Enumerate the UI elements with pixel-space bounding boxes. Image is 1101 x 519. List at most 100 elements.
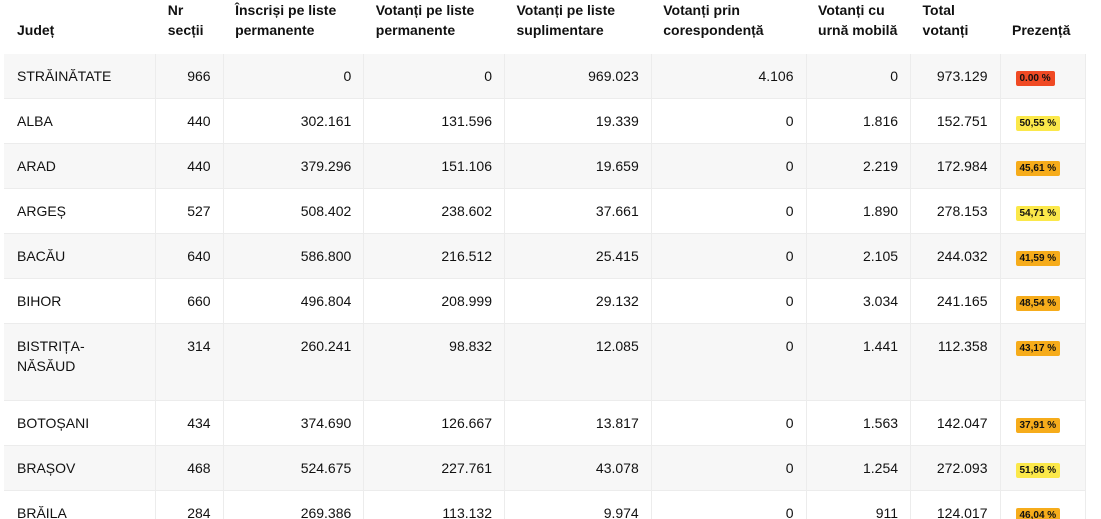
cell-votanti-urna-mobila: 1.563: [806, 400, 912, 446]
table-row[interactable]: BACĂU 640 586.800 216.512 25.415 0 2.105 244.03…: [4, 233, 1086, 279]
cell-inscrisi: 524.675: [223, 445, 365, 491]
turnout-badge: 46,04 %: [1015, 508, 1061, 519]
cell-votanti-corespondenta: 0: [651, 233, 807, 279]
cell-prezenta: 46,04 %: [1000, 490, 1086, 519]
header-judet[interactable]: Județ: [4, 0, 156, 54]
cell-judet: BISTRIȚA- NĂSĂUD: [4, 323, 157, 401]
table-row[interactable]: BISTRIȚA- NĂSĂUD 314 260.241 98.832 12.085 0 1.…: [4, 323, 1086, 401]
header-line: Înscriși pe liste: [235, 2, 337, 18]
cell-nr-sectii: 434: [155, 400, 224, 446]
cell-judet: STRĂINĂTATE: [4, 54, 157, 99]
cell-total-votanti: 973.129: [910, 54, 1001, 99]
cell-nr-sectii: 527: [155, 188, 224, 234]
header-line: Total: [922, 2, 955, 18]
cell-judet: BRAȘOV: [4, 445, 157, 491]
cell-judet: ARGEȘ: [4, 188, 157, 234]
cell-prezenta: 37,91 %: [1000, 400, 1086, 446]
table-row[interactable]: ALBA 440 302.161 131.596 19.339 0 1.816 152.751…: [4, 98, 1086, 144]
header-line: Votanți pe liste: [516, 2, 616, 18]
header-line: Votanți prin: [663, 2, 740, 18]
cell-votanti-suplimentare: 13.817: [504, 400, 652, 446]
cell-votanti-corespondenta: 4.106: [651, 54, 807, 99]
cell-prezenta: 0.00 %: [1000, 54, 1086, 99]
cell-votanti-urna-mobila: 1.890: [806, 188, 912, 234]
cell-judet: BRĂILA: [4, 490, 157, 519]
cell-prezenta: 43,17 %: [1000, 323, 1086, 401]
cell-total-votanti: 152.751: [910, 98, 1001, 144]
header-line: votanți: [922, 22, 969, 38]
cell-votanti-corespondenta: 0: [651, 143, 807, 189]
cell-inscrisi: 260.241: [223, 323, 365, 401]
cell-inscrisi: 508.402: [223, 188, 365, 234]
header-nr-sectii[interactable]: Nr secții: [155, 0, 224, 54]
header-row: Județ Nr secții Înscriși pe liste permanen…: [4, 0, 1086, 54]
cell-judet: ARAD: [4, 143, 157, 189]
table-row[interactable]: ARGEȘ 527 508.402 238.602 37.661 0 1.890 278.15…: [4, 188, 1086, 234]
cell-votanti-urna-mobila: 3.034: [806, 278, 912, 324]
cell-votanti-urna-mobila: 911: [806, 490, 912, 519]
turnout-badge: 48,54 %: [1015, 296, 1061, 311]
header-line: urnă mobilă: [818, 22, 898, 38]
cell-nr-sectii: 468: [155, 445, 224, 491]
header-prezenta[interactable]: Prezență: [1000, 0, 1086, 54]
turnout-badge: 50,55 %: [1015, 116, 1061, 131]
cell-inscrisi: 269.386: [223, 490, 365, 519]
table-row[interactable]: BRAȘOV 468 524.675 227.761 43.078 0 1.254 272.0…: [4, 445, 1086, 491]
cell-votanti-urna-mobila: 1.816: [806, 98, 912, 144]
cell-prezenta: 50,55 %: [1000, 98, 1086, 144]
cell-votanti-corespondenta: 0: [651, 490, 807, 519]
cell-votanti-permanente: 238.602: [363, 188, 505, 234]
turnout-badge: 41,59 %: [1015, 251, 1061, 266]
cell-votanti-urna-mobila: 2.219: [806, 143, 912, 189]
table-header: Județ Nr secții Înscriși pe liste permanen…: [4, 0, 1086, 54]
cell-total-votanti: 112.358: [910, 323, 1001, 401]
cell-total-votanti: 142.047: [910, 400, 1001, 446]
cell-votanti-permanente: 0: [363, 54, 505, 99]
header-total-votanti[interactable]: Total votanți: [910, 0, 1000, 54]
cell-votanti-suplimentare: 43.078: [504, 445, 652, 491]
header-votanti-suplimentare[interactable]: Votanți pe liste suplimentare: [504, 0, 652, 54]
cell-votanti-permanente: 216.512: [363, 233, 505, 279]
cell-votanti-permanente: 131.596: [363, 98, 505, 144]
header-line: Nr: [167, 2, 184, 18]
turnout-badge: 37,91 %: [1015, 418, 1061, 433]
cell-judet: ALBA: [4, 98, 157, 144]
cell-votanti-urna-mobila: 0: [806, 54, 912, 99]
judet-line: NĂSĂUD: [17, 358, 76, 374]
cell-votanti-permanente: 151.106: [363, 143, 505, 189]
table-row[interactable]: STRĂINĂTATE 966 0 0 969.023 4.106 0 973.129 0.00…: [4, 54, 1086, 99]
cell-judet: BACĂU: [4, 233, 157, 279]
cell-votanti-urna-mobila: 1.441: [806, 323, 912, 401]
header-line: Votanți cu: [818, 2, 885, 18]
table-row[interactable]: BOTOȘANI 434 374.690 126.667 13.817 0 1.563 142…: [4, 400, 1086, 446]
cell-total-votanti: 278.153: [910, 188, 1001, 234]
cell-judet: BIHOR: [4, 278, 157, 324]
header-votanti-permanente[interactable]: Votanți pe liste permanente: [363, 0, 505, 54]
cell-nr-sectii: 640: [155, 233, 224, 279]
cell-votanti-suplimentare: 9.974: [504, 490, 652, 519]
header-line: corespondență: [663, 22, 764, 38]
header-line: permanente: [235, 22, 315, 38]
header-line: suplimentare: [516, 22, 604, 38]
cell-votanti-corespondenta: 0: [651, 323, 807, 401]
header-line: permanente: [375, 22, 456, 38]
cell-inscrisi: 0: [223, 54, 365, 99]
cell-total-votanti: 124.017: [910, 490, 1001, 519]
header-inscrisi[interactable]: Înscriși pe liste permanente: [223, 0, 364, 54]
cell-total-votanti: 272.093: [910, 445, 1001, 491]
cell-inscrisi: 302.161: [223, 98, 365, 144]
cell-votanti-urna-mobila: 2.105: [806, 233, 912, 279]
turnout-badge: 0.00 %: [1015, 71, 1055, 86]
cell-votanti-permanente: 208.999: [363, 278, 505, 324]
cell-nr-sectii: 440: [155, 143, 224, 189]
table-row[interactable]: BIHOR 660 496.804 208.999 29.132 0 3.034 241.16…: [4, 278, 1086, 324]
table-row[interactable]: ARAD 440 379.296 151.106 19.659 0 2.219 172.984…: [4, 143, 1086, 189]
header-votanti-urna-mobila[interactable]: Votanți cu urnă mobilă: [806, 0, 911, 54]
cell-votanti-suplimentare: 25.415: [504, 233, 652, 279]
table-row[interactable]: BRĂILA 284 269.386 113.132 9.974 0 911 124.017 4…: [4, 490, 1086, 519]
cell-votanti-permanente: 98.832: [363, 323, 505, 401]
cell-nr-sectii: 314: [155, 323, 224, 401]
cell-nr-sectii: 660: [155, 278, 224, 324]
header-line: secții: [167, 22, 204, 38]
header-votanti-corespondenta[interactable]: Votanți prin corespondență: [651, 0, 807, 54]
